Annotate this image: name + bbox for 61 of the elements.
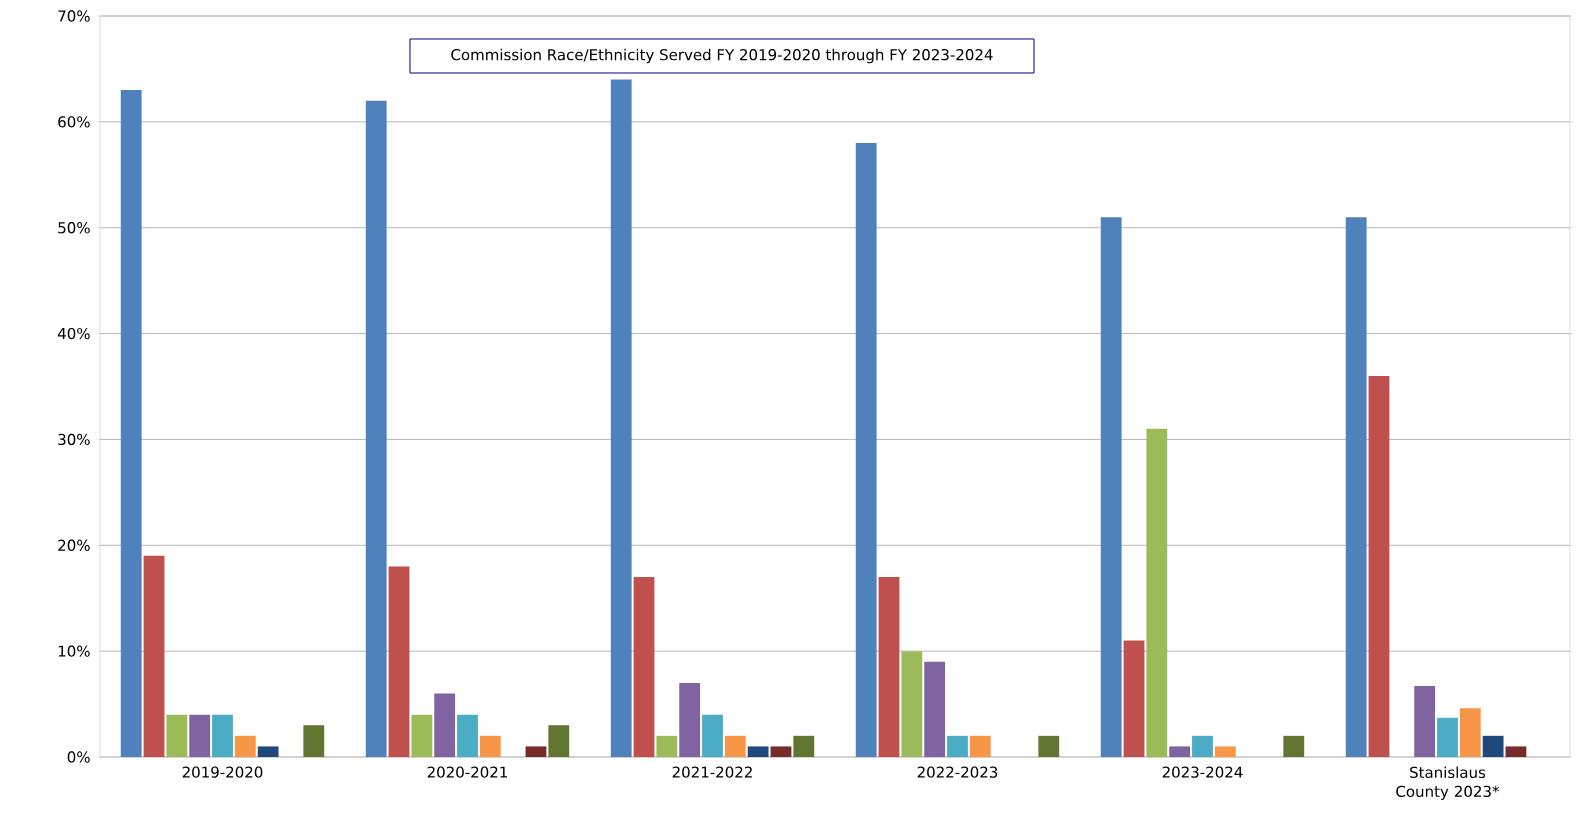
bar <box>1123 640 1145 757</box>
bar <box>166 714 188 757</box>
bar <box>724 735 746 757</box>
bar <box>212 714 233 757</box>
bar <box>257 746 279 757</box>
bar <box>855 143 877 757</box>
y-tick-label: 50% <box>58 222 90 234</box>
bar <box>1038 735 1060 757</box>
bar <box>234 735 256 757</box>
bar <box>1437 717 1458 757</box>
bar <box>747 746 769 757</box>
bar <box>1146 428 1168 757</box>
x-tick-label: 2019-2020 <box>182 766 263 778</box>
bar <box>702 714 723 757</box>
bar <box>189 714 211 757</box>
y-tick-label: 30% <box>58 433 90 446</box>
bar <box>770 746 792 757</box>
bar <box>924 661 946 757</box>
bar <box>793 735 815 757</box>
bar <box>1368 375 1390 757</box>
bar <box>947 735 968 757</box>
bar <box>303 725 325 757</box>
bar <box>1214 746 1236 757</box>
y-tick-label: 70% <box>58 10 90 22</box>
bar <box>610 79 632 757</box>
bar <box>633 577 655 757</box>
x-tick-label: 2022-2023 <box>917 766 998 778</box>
y-tick-label: 10% <box>58 645 90 657</box>
y-tick-label: 0% <box>67 751 90 763</box>
bar <box>388 566 410 757</box>
bar <box>1169 746 1191 757</box>
bar <box>1283 735 1305 757</box>
bar <box>1100 217 1122 757</box>
text: Commission Race/Ethnicity Served FY 2019-2020 through FY 2023-2024 <box>451 48 993 64</box>
bar <box>1505 746 1527 757</box>
bar <box>411 714 433 757</box>
bar <box>1482 735 1504 757</box>
y-tick-label: 40% <box>57 327 90 340</box>
bar <box>1414 686 1436 757</box>
bar <box>656 735 678 757</box>
bar <box>548 725 570 757</box>
bar <box>878 577 900 757</box>
bar <box>1345 217 1367 757</box>
bar <box>679 682 701 757</box>
bar <box>525 746 547 757</box>
bar <box>365 100 387 757</box>
bar <box>969 735 991 757</box>
x-tick-label: 2020-2021 <box>427 766 507 778</box>
bar <box>479 735 501 757</box>
bar <box>120 90 142 757</box>
x-tick-label: 2023-2024 <box>1162 766 1243 778</box>
bar <box>457 714 478 757</box>
y-tick-label: 60% <box>58 116 90 128</box>
x-tick-label: 2021-2022 <box>672 766 752 778</box>
bar <box>1459 708 1481 757</box>
bar <box>901 651 923 757</box>
y-tick-label: 20% <box>58 539 90 551</box>
bar <box>434 693 456 757</box>
x-tick-label: Stanislaus County 2023* <box>1396 766 1500 800</box>
bar <box>143 555 165 757</box>
bar <box>1192 735 1213 757</box>
